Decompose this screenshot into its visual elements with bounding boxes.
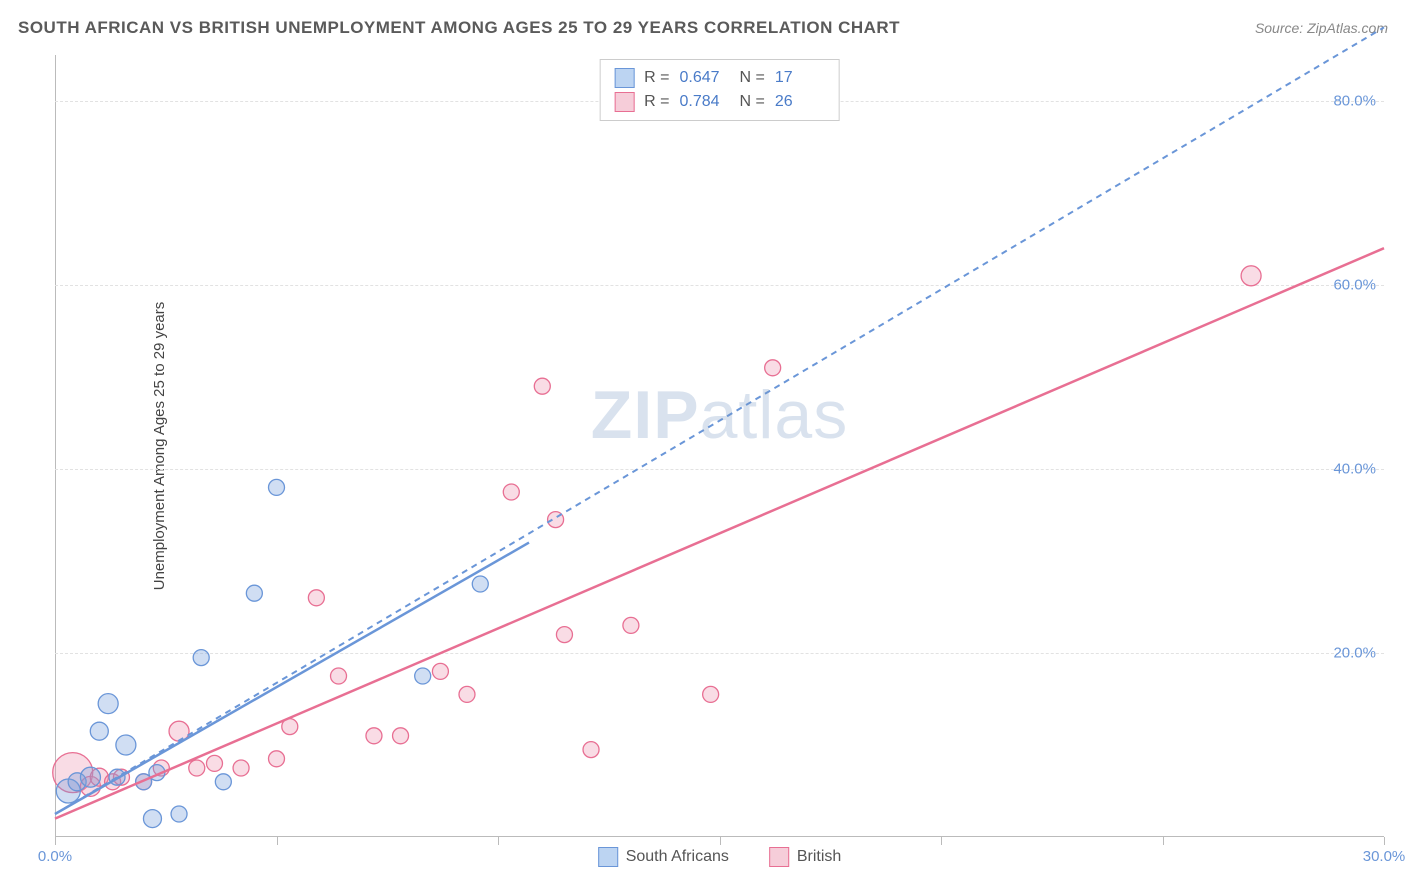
x-tick-label: 0.0% (38, 848, 72, 865)
legend-stats-row-1: R = 0.784 N = 26 (614, 90, 825, 114)
scatter-point (331, 668, 347, 684)
scatter-point (393, 728, 409, 744)
source-name: ZipAtlas.com (1307, 20, 1388, 36)
scatter-point (703, 686, 719, 702)
scatter-point (534, 378, 550, 394)
r-label: R = (644, 93, 669, 111)
swatch-series-0 (614, 68, 634, 88)
scatter-point (269, 751, 285, 767)
r-value-1: 0.784 (680, 93, 730, 111)
legend-label-0: South Africans (626, 848, 729, 866)
n-value-0: 17 (775, 69, 825, 87)
scatter-point (246, 585, 262, 601)
scatter-point (143, 810, 161, 828)
r-label: R = (644, 69, 669, 87)
legend-stats-row-0: R = 0.647 N = 17 (614, 66, 825, 90)
scatter-point (623, 617, 639, 633)
scatter-point (556, 627, 572, 643)
scatter-point (80, 767, 100, 787)
scatter-point (189, 760, 205, 776)
trend-line-solid (55, 543, 529, 814)
n-label: N = (740, 69, 765, 87)
chart-area: Unemployment Among Ages 25 to 29 years 2… (55, 55, 1384, 837)
scatter-point (171, 806, 187, 822)
scatter-point (90, 722, 108, 740)
legend-item-1: British (769, 847, 841, 867)
x-tick (55, 837, 56, 845)
r-value-0: 0.647 (680, 69, 730, 87)
trend-line (55, 248, 1384, 818)
scatter-point (415, 668, 431, 684)
swatch-series-1 (769, 847, 789, 867)
scatter-point (1241, 266, 1261, 286)
scatter-point (765, 360, 781, 376)
legend-label-1: British (797, 848, 841, 866)
n-value-1: 26 (775, 93, 825, 111)
legend-stats: R = 0.647 N = 17 R = 0.784 N = 26 (599, 59, 840, 121)
scatter-point (233, 760, 249, 776)
x-tick (277, 837, 278, 845)
scatter-point (215, 774, 231, 790)
source-prefix: Source: (1255, 20, 1307, 36)
scatter-point (432, 663, 448, 679)
x-tick (1163, 837, 1164, 845)
n-label: N = (740, 93, 765, 111)
header: SOUTH AFRICAN VS BRITISH UNEMPLOYMENT AM… (18, 18, 1388, 38)
scatter-point (308, 590, 324, 606)
scatter-point (366, 728, 382, 744)
chart-title: SOUTH AFRICAN VS BRITISH UNEMPLOYMENT AM… (18, 18, 900, 38)
source-attribution: Source: ZipAtlas.com (1255, 20, 1388, 36)
scatter-point (206, 755, 222, 771)
x-tick (498, 837, 499, 845)
scatter-point (459, 686, 475, 702)
x-tick (720, 837, 721, 845)
scatter-point (116, 735, 136, 755)
scatter-point (269, 479, 285, 495)
scatter-point (98, 694, 118, 714)
legend-item-0: South Africans (598, 847, 729, 867)
scatter-point (193, 650, 209, 666)
x-tick-label: 30.0% (1363, 848, 1406, 865)
scatter-plot-svg (55, 55, 1384, 837)
scatter-point (583, 742, 599, 758)
x-tick (941, 837, 942, 845)
trend-line (55, 27, 1384, 814)
x-tick (1384, 837, 1385, 845)
swatch-series-0 (598, 847, 618, 867)
legend-series: South Africans British (598, 847, 842, 867)
scatter-point (472, 576, 488, 592)
swatch-series-1 (614, 92, 634, 112)
scatter-point (503, 484, 519, 500)
